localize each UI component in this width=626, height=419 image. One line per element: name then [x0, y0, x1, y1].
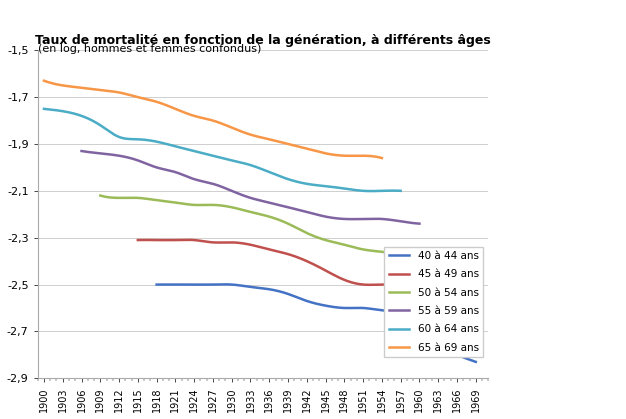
45 à 49 ans — [404, 287, 412, 292]
Line: 50 à 54 ans: 50 à 54 ans — [100, 196, 438, 257]
65 à 69 ans — [347, 153, 354, 158]
45 à 49 ans — [424, 299, 432, 304]
65 à 69 ans — [247, 132, 255, 137]
55 à 59 ans — [79, 149, 86, 154]
40 à 44 ans — [221, 282, 228, 287]
45 à 49 ans — [183, 237, 191, 242]
50 à 54 ans — [304, 230, 311, 235]
Text: (en log, hommes et femmes confondus): (en log, hommes et femmes confondus) — [38, 44, 261, 54]
45 à 49 ans — [134, 238, 141, 243]
55 à 59 ans — [78, 148, 85, 153]
45 à 49 ans — [325, 270, 332, 275]
Text: Taux de mortalité en fonction de la génération, à différents âges: Taux de mortalité en fonction de la géné… — [35, 34, 491, 47]
40 à 44 ans — [153, 282, 160, 287]
50 à 54 ans — [381, 250, 389, 255]
60 à 64 ans — [40, 106, 48, 111]
60 à 64 ans — [41, 106, 49, 111]
65 à 69 ans — [325, 151, 332, 156]
60 à 64 ans — [367, 189, 374, 194]
40 à 44 ans — [443, 348, 451, 353]
Legend: 40 à 44 ans, 45 à 49 ans, 50 à 54 ans, 55 à 59 ans, 60 à 64 ans, 65 à 69 ans: 40 à 44 ans, 45 à 49 ans, 50 à 54 ans, 5… — [384, 247, 483, 357]
50 à 54 ans — [434, 254, 442, 259]
65 à 69 ans — [240, 130, 248, 135]
50 à 54 ans — [403, 252, 410, 257]
55 à 59 ans — [279, 203, 287, 208]
55 à 59 ans — [362, 216, 370, 221]
55 à 59 ans — [416, 221, 423, 226]
Line: 45 à 49 ans: 45 à 49 ans — [138, 240, 457, 308]
45 à 49 ans — [324, 269, 332, 274]
60 à 64 ans — [252, 165, 260, 170]
55 à 59 ans — [278, 203, 285, 208]
60 à 64 ans — [252, 164, 259, 169]
Line: 60 à 64 ans: 60 à 64 ans — [44, 109, 401, 191]
40 à 44 ans — [423, 335, 431, 340]
60 à 64 ans — [259, 167, 266, 172]
45 à 49 ans — [453, 303, 461, 308]
40 à 44 ans — [344, 305, 351, 310]
Line: 55 à 59 ans: 55 à 59 ans — [81, 151, 419, 224]
60 à 64 ans — [364, 189, 371, 194]
40 à 44 ans — [154, 282, 162, 287]
40 à 44 ans — [349, 305, 357, 310]
60 à 64 ans — [341, 186, 348, 191]
45 à 49 ans — [331, 273, 338, 278]
40 à 44 ans — [343, 305, 351, 310]
50 à 54 ans — [298, 228, 305, 233]
55 à 59 ans — [285, 205, 292, 210]
45 à 49 ans — [444, 305, 452, 310]
45 à 49 ans — [135, 238, 143, 243]
55 à 59 ans — [384, 217, 391, 222]
Line: 65 à 69 ans: 65 à 69 ans — [44, 81, 382, 158]
65 à 69 ans — [41, 79, 49, 84]
40 à 44 ans — [472, 360, 480, 365]
50 à 54 ans — [426, 254, 433, 259]
65 à 69 ans — [242, 130, 249, 135]
50 à 54 ans — [98, 193, 105, 198]
65 à 69 ans — [40, 78, 48, 83]
60 à 64 ans — [397, 188, 404, 193]
50 à 54 ans — [297, 228, 304, 233]
65 à 69 ans — [378, 155, 386, 160]
Line: 40 à 44 ans: 40 à 44 ans — [156, 285, 476, 362]
50 à 54 ans — [96, 193, 104, 198]
